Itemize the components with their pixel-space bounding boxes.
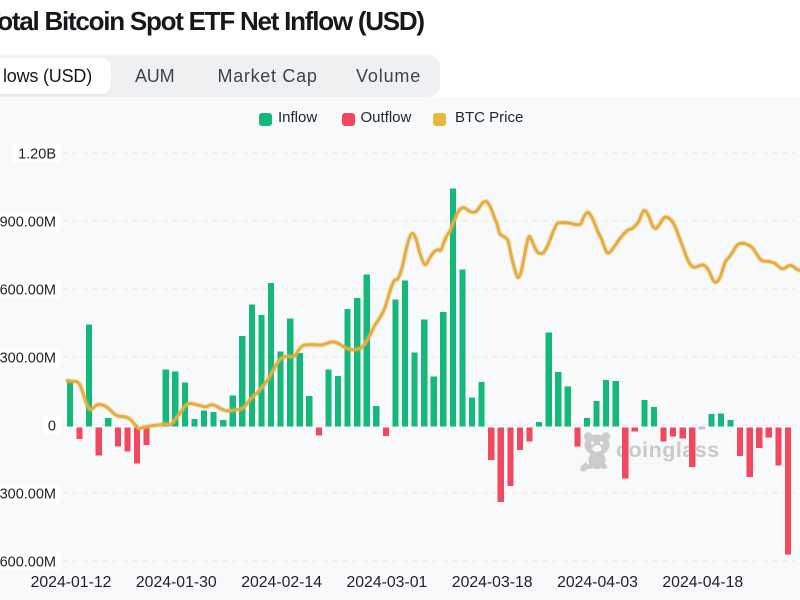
svg-text:2024-01-30: 2024-01-30 (136, 574, 217, 591)
svg-text:2024-03-01: 2024-03-01 (346, 574, 427, 591)
svg-text:2024-04-18: 2024-04-18 (662, 574, 743, 591)
svg-text:0: 0 (48, 419, 56, 435)
svg-text:2024-01-12: 2024-01-12 (31, 574, 112, 591)
svg-text:2024-03-18: 2024-03-18 (452, 574, 533, 591)
svg-text:-600.00M: -600.00M (0, 555, 56, 571)
svg-text:2024-02-14: 2024-02-14 (241, 574, 322, 591)
svg-text:2024-04-03: 2024-04-03 (557, 574, 638, 591)
svg-text:-300.00M: -300.00M (0, 487, 56, 503)
svg-text:300.00M: 300.00M (0, 351, 56, 367)
svg-text:900.00M: 900.00M (0, 215, 56, 231)
svg-text:600.00M: 600.00M (0, 283, 56, 299)
svg-text:1.20B: 1.20B (18, 147, 56, 163)
svg-text:coinglass: coinglass (616, 438, 720, 462)
